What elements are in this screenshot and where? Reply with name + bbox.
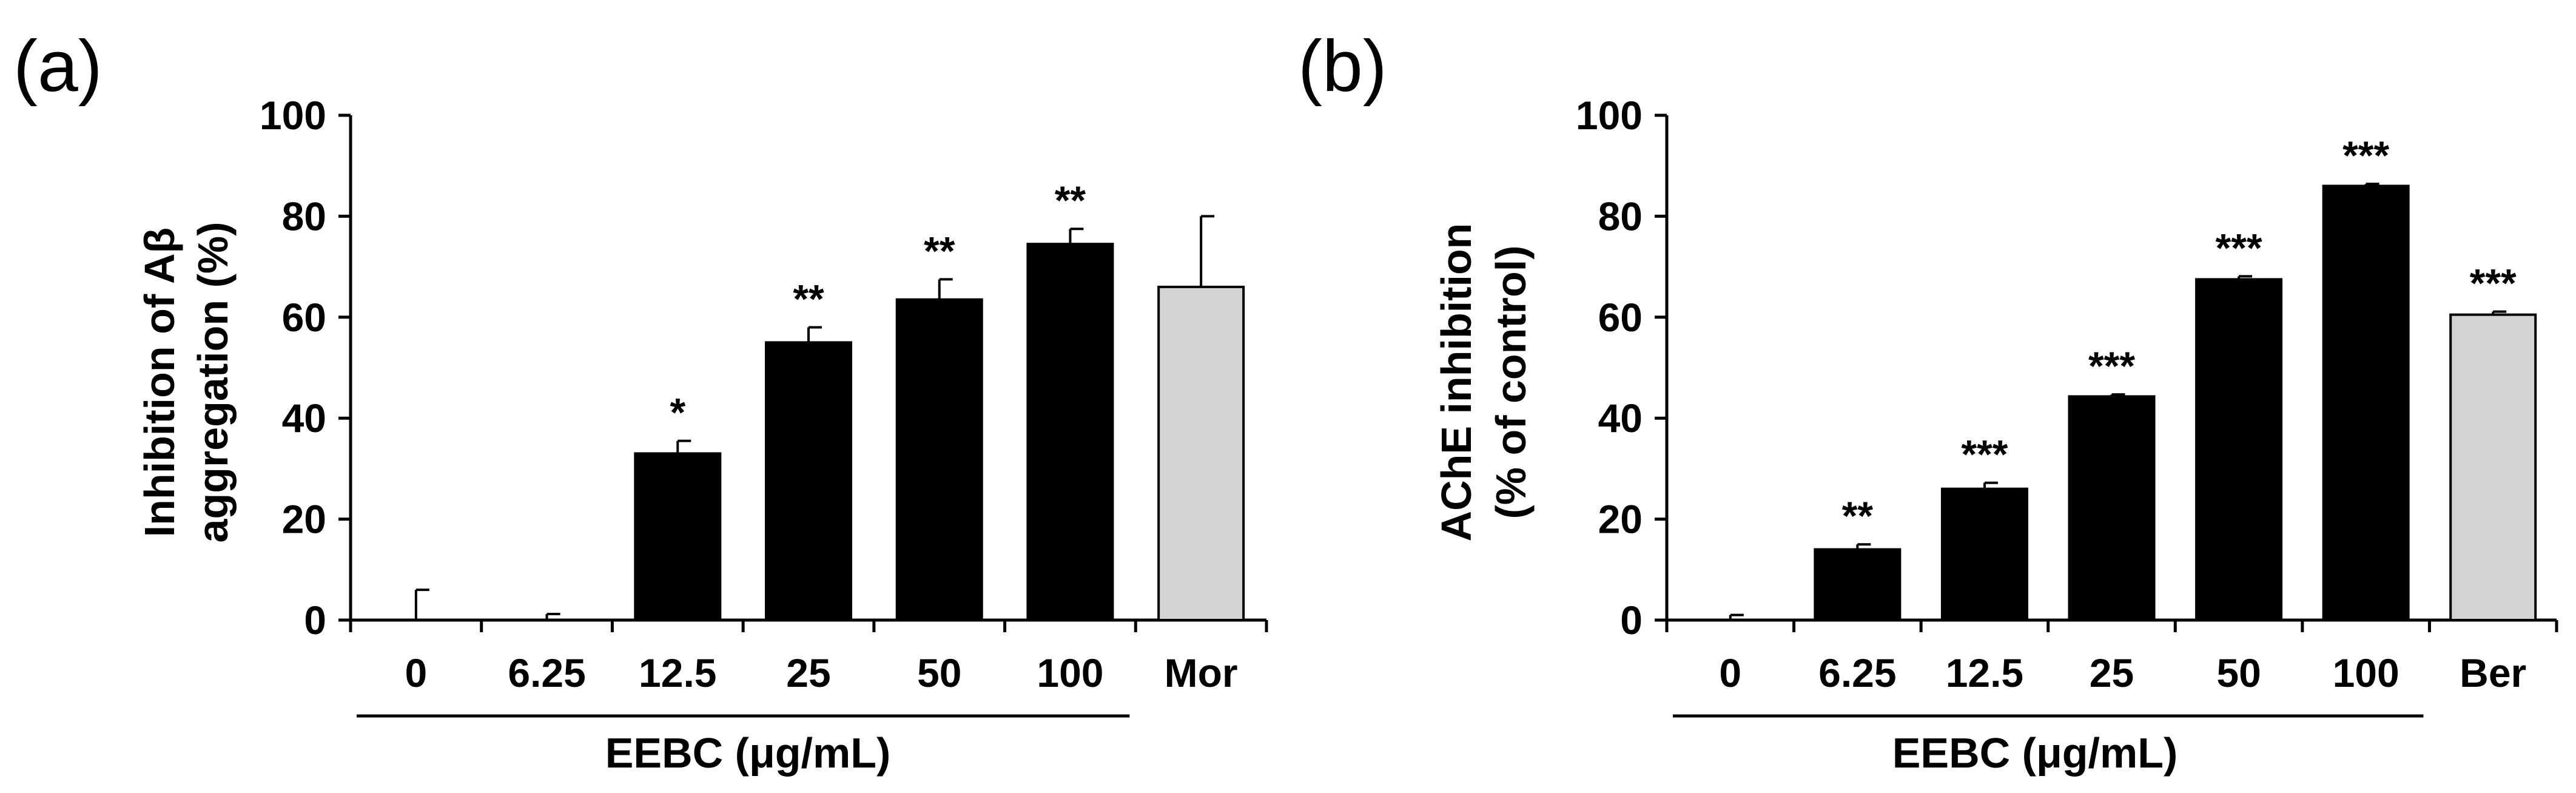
panel-b-significance-label: *** xyxy=(2342,133,2389,178)
panel-a-xgroup-label: EEBC (μg/mL) xyxy=(605,729,891,777)
panel-a-ytick-label: 80 xyxy=(282,194,326,238)
panel-a-ytick-label: 100 xyxy=(260,93,326,138)
panel-a-category-label: 12.5 xyxy=(639,650,716,695)
panel-b-ytick-label: 80 xyxy=(1598,194,1643,238)
panel-b-ytick-label: 60 xyxy=(1598,295,1643,340)
panel-b-significance-label: *** xyxy=(2088,343,2135,388)
panel-a-category-label: 100 xyxy=(1037,650,1103,695)
panel-a-bar xyxy=(1026,243,1114,622)
panel-a-significance-label: ** xyxy=(1055,178,1086,223)
panel-b-category-label: 12.5 xyxy=(1946,650,2023,695)
panel-a-ylabel-line1: Inhibition of Aβ xyxy=(136,228,183,538)
panel-b-significance-label: *** xyxy=(2216,225,2262,270)
panel-a-bar xyxy=(765,341,852,622)
panel-b-category-label: 100 xyxy=(2333,650,2399,695)
panel-b-ytick-label: 100 xyxy=(1576,93,1643,138)
panel-a-ytick-label: 20 xyxy=(282,497,326,542)
panel-b-bar xyxy=(2322,184,2410,622)
panel-b-category-label: 50 xyxy=(2216,650,2261,695)
panel-b-bar xyxy=(2068,395,2156,621)
panel-a-label: (a) xyxy=(13,25,103,107)
panel-b-ytick-label: 20 xyxy=(1598,497,1643,542)
panel-a-ytick-label: 40 xyxy=(282,396,326,440)
panel-b-bar xyxy=(2449,313,2537,621)
panel-b-ytick-label: 0 xyxy=(1620,598,1643,643)
panel-b-chart: (b) AChE inhibition (% of control) EEBC … xyxy=(1298,25,2558,777)
panel-a-significance-label: ** xyxy=(924,228,955,273)
panel-b-ylabel-line1: AChE inhibition xyxy=(1433,223,1480,542)
panel-a-category-label: 6.25 xyxy=(508,650,585,695)
panel-b-significance-label: ** xyxy=(1842,493,1874,538)
panel-b-category-label: 0 xyxy=(1719,650,1741,695)
panel-b-significance-label: *** xyxy=(2470,261,2517,306)
panel-a-chart: (a) Inhibition of Aβ aggregation (%) EEB… xyxy=(13,25,1268,777)
panel-b-bar xyxy=(1814,548,1902,622)
panel-b-category-label: 25 xyxy=(2090,650,2134,695)
panel-b-category-label: Ber xyxy=(2460,650,2526,695)
panel-a-ytick-label: 60 xyxy=(282,295,326,340)
panel-b-significance-label: *** xyxy=(1961,432,2008,477)
panel-a-significance-label: ** xyxy=(793,276,824,321)
panel-b-label: (b) xyxy=(1298,25,1387,107)
panel-b-category-label: 6.25 xyxy=(1818,650,1896,695)
panel-a-category-label: 25 xyxy=(786,650,830,695)
panel-a-significance-label: * xyxy=(670,390,685,435)
panel-a-ylabel-line2: aggregation (%) xyxy=(189,222,237,543)
panel-b-xgroup-label: EEBC (μg/mL) xyxy=(1892,729,2178,777)
panel-b-bar xyxy=(1940,487,2028,621)
panel-b-bar xyxy=(2195,278,2283,621)
panel-b-ytick-label: 40 xyxy=(1598,396,1643,440)
panel-a-category-label: 50 xyxy=(917,650,961,695)
panel-a-ytick-label: 0 xyxy=(304,598,326,643)
panel-a-bar xyxy=(1157,285,1245,621)
panel-b-ylabel-line2: (% of control) xyxy=(1487,245,1535,519)
panel-a-bar xyxy=(895,298,983,621)
panel-a-category-label: 0 xyxy=(405,650,427,695)
panel-a-category-label: Mor xyxy=(1165,650,1238,695)
panel-a-bar xyxy=(634,452,722,621)
